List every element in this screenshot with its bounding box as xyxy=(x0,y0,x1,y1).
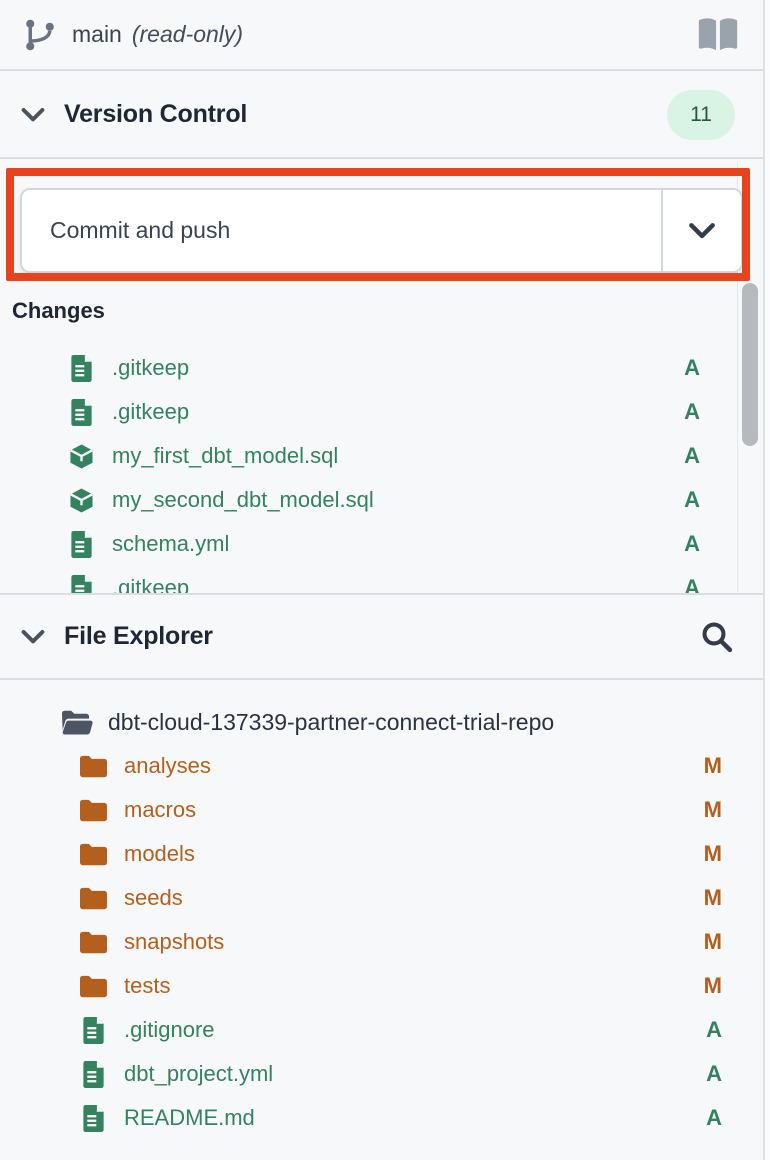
tree-file-row[interactable]: dbt_project.yml A xyxy=(0,1052,770,1096)
version-control-title: Version Control xyxy=(64,100,248,128)
file-name: .gitkeep xyxy=(112,575,190,593)
git-status-modified: M xyxy=(703,753,722,778)
file-name: .gitignore xyxy=(124,1017,215,1042)
model-cube-icon xyxy=(68,487,95,514)
panel-right-border xyxy=(763,0,770,1160)
git-status-added: A xyxy=(706,1105,722,1130)
git-status-added: A xyxy=(684,487,700,512)
tree-file-row[interactable]: README.md A xyxy=(0,1096,770,1140)
changed-file-row[interactable]: my_second_dbt_model.sql A xyxy=(0,478,740,522)
folder-name: macros xyxy=(124,797,197,822)
tree-folder-row[interactable]: snapshots M xyxy=(0,920,770,964)
folder-name: snapshots xyxy=(124,929,225,954)
git-status-added: A xyxy=(684,575,700,593)
changes-heading: Changes xyxy=(12,298,105,323)
changed-file-row[interactable]: my_first_dbt_model.sql A xyxy=(0,434,740,478)
file-name: schema.yml xyxy=(112,531,230,556)
changed-file-row[interactable]: schema.yml A xyxy=(0,522,740,566)
file-icon xyxy=(68,399,95,426)
changes-count-badge: 11 xyxy=(667,89,735,140)
git-status-modified: M xyxy=(703,797,722,822)
version-control-header[interactable]: Version Control 11 xyxy=(0,72,763,159)
folder-name: seeds xyxy=(124,885,183,910)
chevron-down-icon[interactable] xyxy=(18,100,48,130)
folder-name: tests xyxy=(124,973,171,998)
changed-file-row[interactable]: .gitkeep A xyxy=(0,566,740,593)
scrollbar-track[interactable] xyxy=(737,163,761,592)
model-cube-icon xyxy=(68,443,95,470)
file-name: my_first_dbt_model.sql xyxy=(112,443,339,468)
folder-name: models xyxy=(124,841,195,866)
folder-open-icon xyxy=(60,709,94,736)
file-icon xyxy=(68,531,95,558)
tree-folder-row[interactable]: macros M xyxy=(0,788,770,832)
open-book-icon[interactable] xyxy=(695,15,741,55)
file-icon xyxy=(68,355,95,382)
changed-file-row[interactable]: .gitkeep A xyxy=(0,390,740,434)
git-status-modified: M xyxy=(703,885,722,910)
version-control-body: Commit and push Changes .gitkeep A .gitk… xyxy=(0,161,770,593)
branch-bar: main (read-only) xyxy=(0,0,763,71)
file-tree: dbt-cloud-137339-partner-connect-trial-r… xyxy=(0,682,770,1140)
git-branch-icon xyxy=(22,14,58,56)
tree-folder-row[interactable]: seeds M xyxy=(0,876,770,920)
git-status-added: A xyxy=(684,531,700,556)
repo-name: dbt-cloud-137339-partner-connect-trial-r… xyxy=(108,708,555,735)
file-name: dbt_project.yml xyxy=(124,1061,274,1086)
git-status-added: A xyxy=(684,443,700,468)
file-explorer-header[interactable]: File Explorer xyxy=(0,593,763,680)
folder-icon xyxy=(80,841,107,868)
scrollbar-thumb[interactable] xyxy=(742,283,758,446)
file-icon xyxy=(80,1105,107,1132)
folder-icon xyxy=(80,885,107,912)
git-status-added: A xyxy=(684,355,700,380)
git-status-modified: M xyxy=(703,973,722,998)
git-status-added: A xyxy=(706,1061,722,1086)
changed-file-row[interactable]: .gitkeep A xyxy=(0,346,740,390)
folder-icon xyxy=(80,753,107,780)
file-name: my_second_dbt_model.sql xyxy=(112,487,374,512)
file-icon xyxy=(68,575,95,594)
repo-root-row[interactable]: dbt-cloud-137339-partner-connect-trial-r… xyxy=(0,700,770,744)
file-name: .gitkeep xyxy=(112,355,190,380)
file-name: README.md xyxy=(124,1105,255,1130)
commit-and-push-button[interactable]: Commit and push xyxy=(22,190,661,271)
git-status-added: A xyxy=(706,1017,722,1042)
file-explorer-title: File Explorer xyxy=(64,622,213,650)
search-icon[interactable] xyxy=(699,619,735,655)
folder-icon xyxy=(80,973,107,1000)
folder-icon xyxy=(80,797,107,824)
commit-split-button: Commit and push xyxy=(20,188,743,273)
git-status-modified: M xyxy=(703,929,722,954)
file-name: .gitkeep xyxy=(112,399,190,424)
chevron-down-icon xyxy=(685,214,719,248)
folder-icon xyxy=(80,929,107,956)
tree-folder-row[interactable]: models M xyxy=(0,832,770,876)
tree-file-row[interactable]: .gitignore A xyxy=(0,1008,770,1052)
file-icon xyxy=(80,1017,107,1044)
tree-folder-row[interactable]: analyses M xyxy=(0,744,770,788)
folder-name: analyses xyxy=(124,753,211,778)
file-icon xyxy=(80,1061,107,1088)
commit-options-dropdown-button[interactable] xyxy=(661,190,741,271)
git-status-added: A xyxy=(684,399,700,424)
tree-folder-row[interactable]: tests M xyxy=(0,964,770,1008)
changes-list: .gitkeep A .gitkeep A my_first_dbt_model… xyxy=(0,346,740,593)
chevron-down-icon[interactable] xyxy=(18,622,48,652)
branch-name: main xyxy=(72,21,122,47)
git-status-modified: M xyxy=(703,841,722,866)
branch-mode-label: (read-only) xyxy=(131,21,244,47)
